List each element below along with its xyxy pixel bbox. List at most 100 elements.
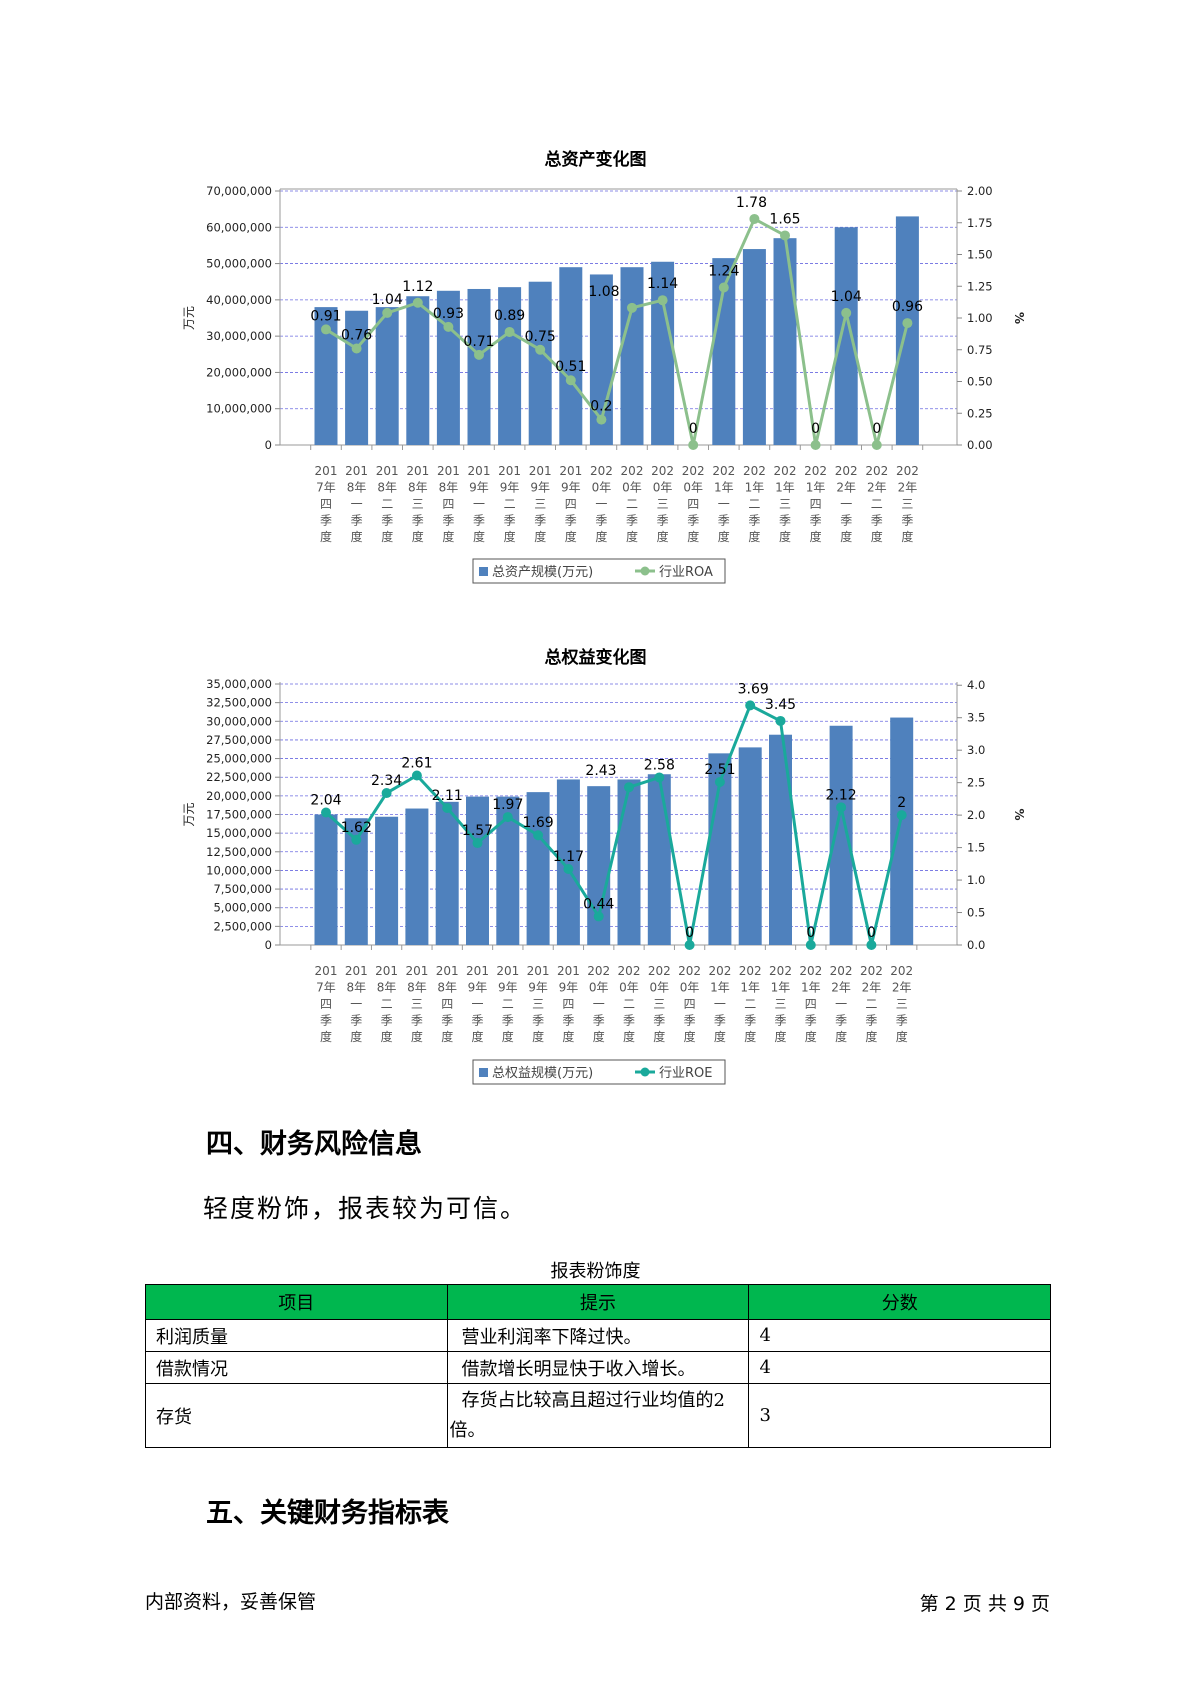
x-tick-label: 8年 <box>408 481 428 495</box>
x-tick-label: 季 <box>714 1014 726 1028</box>
legend-line-label: 行业ROA <box>659 565 713 580</box>
bar <box>738 747 762 945</box>
x-tick-label: 一 <box>593 997 605 1011</box>
x-tick-label: 202 <box>835 464 858 478</box>
x-tick-label: 202 <box>860 964 883 978</box>
table-caption: 报表粉饰度 <box>550 1261 641 1282</box>
line-point <box>502 812 513 823</box>
bar <box>895 216 919 445</box>
row-hint-line2: 倍。 <box>449 1419 486 1441</box>
legend-bar-label: 总资产规模(万元) <box>492 565 593 580</box>
data-label: 0 <box>689 421 698 437</box>
footer-confidential: 内部资料，妥善保管 <box>145 1591 317 1613</box>
bar <box>829 725 853 945</box>
x-tick-label: 季 <box>381 514 393 528</box>
x-tick-label: 一 <box>714 997 726 1011</box>
row-score: 4 <box>748 1319 1051 1352</box>
line-point <box>351 834 362 845</box>
x-tick-label: 度 <box>441 1029 453 1044</box>
x-tick-label: 8年 <box>439 481 459 495</box>
equity-chart-svg: 0 2,500,000 5,000,000 7,500,000 10,000,000 12… <box>182 677 1026 1085</box>
x-tick-label: 201 <box>405 964 428 978</box>
x-tick-label: 季 <box>779 514 791 528</box>
data-label: 2.11 <box>432 788 463 804</box>
x-tick-label: 度 <box>593 1029 605 1044</box>
x-tick-label: 度 <box>473 529 485 544</box>
line-point <box>624 782 634 793</box>
x-tick-label: 201 <box>315 464 338 478</box>
line-point <box>411 770 422 781</box>
x-tick-label: 一 <box>718 497 730 511</box>
data-label: 1.08 <box>588 284 619 300</box>
y2-tick-label: 0.5 <box>967 906 985 920</box>
x-tick-label: 201 <box>468 464 491 478</box>
x-tick-label: 201 <box>466 964 489 978</box>
x-tick-label: 度 <box>901 529 913 544</box>
x-tick-label: 季 <box>412 514 424 528</box>
x-tick-label: 季 <box>562 1014 574 1028</box>
x-tick-label: 季 <box>532 1014 544 1028</box>
legend-line-marker <box>640 566 650 576</box>
y2-axis-title: % <box>1012 312 1026 324</box>
x-tick-label: 度 <box>810 529 822 544</box>
x-tick-label: 2年 <box>867 481 887 495</box>
x-tick-label: 8年 <box>346 981 366 995</box>
x-tick-label: 二 <box>748 497 760 511</box>
x-tick-label: 度 <box>840 529 852 544</box>
bar <box>466 796 489 945</box>
data-label: 2.34 <box>371 773 402 789</box>
data-label: 0.96 <box>892 299 923 315</box>
x-tick-label: 度 <box>412 529 424 544</box>
x-tick-label: 二 <box>623 997 635 1011</box>
line-point <box>745 700 756 711</box>
data-label: 2.58 <box>644 757 675 773</box>
x-tick-label: 四 <box>687 497 699 511</box>
legend-box <box>472 1059 726 1085</box>
line-point <box>749 213 760 224</box>
x-tick-label: 201 <box>557 964 580 978</box>
x-tick-label: 度 <box>623 1029 635 1044</box>
data-label: 2 <box>897 795 906 811</box>
bar <box>375 307 399 445</box>
x-tick-label: 201 <box>436 964 459 978</box>
table-row: 借款情况 借款增长明显快于收入增长。 4 <box>145 1351 1051 1384</box>
data-label: 2.51 <box>704 762 735 778</box>
x-tick-label: 季 <box>565 514 577 528</box>
y-tick-label: 15,000,000 <box>206 826 272 840</box>
x-tick-label: 四 <box>562 997 574 1011</box>
x-tick-label: 度 <box>442 529 454 544</box>
data-label: 2.12 <box>826 787 857 803</box>
x-tick-label: 一 <box>351 497 363 511</box>
x-tick-label: 度 <box>562 1029 574 1044</box>
y-tick-label: 12,500,000 <box>206 845 272 859</box>
y2-tick-label: 0.25 <box>967 406 993 420</box>
line-point <box>565 375 576 386</box>
x-tick-label: 9年 <box>500 481 520 495</box>
row-item: 借款情况 <box>145 1351 448 1384</box>
data-label: 1.04 <box>372 292 403 308</box>
y2-tick-label: 3.0 <box>967 743 985 757</box>
y2-tick-label: 2.0 <box>967 808 985 822</box>
row-hint: 存货占比较高且超过行业均值的2 倍。 <box>446 1383 750 1448</box>
x-tick-label: 2年 <box>862 981 882 995</box>
data-label: 1.24 <box>708 264 739 280</box>
line-point <box>596 414 607 425</box>
y-tick-label: 32,500,000 <box>206 696 272 710</box>
x-tick-label: 四 <box>810 497 822 511</box>
x-tick-label: 201 <box>527 964 550 978</box>
data-label: 0.44 <box>583 896 614 912</box>
x-tick-label: 三 <box>901 497 913 511</box>
assets-chart-svg: 0 10,000,000 20,000,000 30,000,000 40,000,00… <box>182 184 1026 584</box>
bar <box>405 808 429 945</box>
x-tick-label: 季 <box>471 1014 483 1028</box>
x-tick-label: 202 <box>678 964 701 978</box>
x-tick-label: 季 <box>684 1014 696 1028</box>
y-tick-label: 40,000,000 <box>206 293 272 307</box>
x-tick-label: 201 <box>437 464 460 478</box>
x-tick-label: 度 <box>896 1029 908 1044</box>
roa-line <box>325 216 909 446</box>
y-tick-label: 0 <box>265 438 272 452</box>
x-tick-label: 202 <box>890 964 913 978</box>
x-tick-label: 201 <box>406 464 429 478</box>
x-tick-label: 202 <box>648 964 671 978</box>
